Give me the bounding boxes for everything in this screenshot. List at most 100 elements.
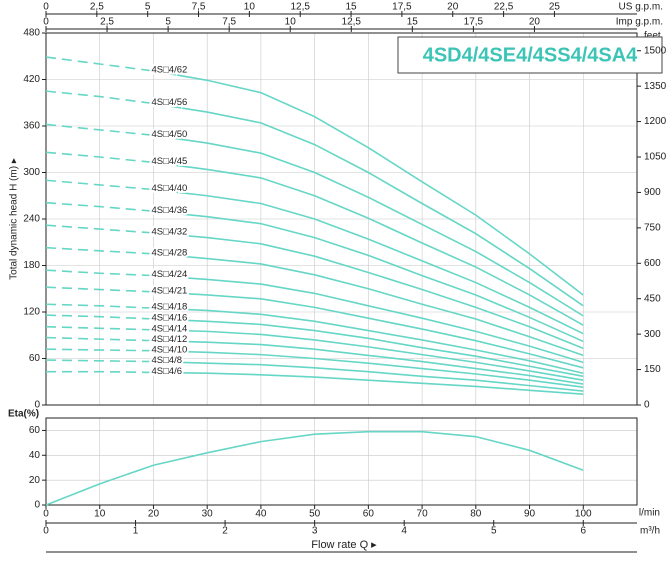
y-tick-label: 40 — [29, 450, 41, 461]
curve — [153, 291, 584, 369]
y2-tick-label: 600 — [644, 258, 661, 269]
x-tick-label: 70 — [417, 509, 429, 520]
x-tick-label: 60 — [363, 509, 375, 520]
series-label: 4S□4/16 — [151, 312, 187, 323]
curve — [153, 161, 584, 326]
curve — [153, 371, 584, 395]
curve — [153, 70, 584, 296]
series-label: 4S□4/40 — [151, 183, 187, 194]
x-tick-label: 100 — [575, 509, 592, 520]
y-tick-label: 120 — [23, 307, 40, 318]
curve — [153, 188, 584, 335]
top-tick-label: 15 — [345, 2, 357, 13]
y-tick-label: 60 — [29, 425, 41, 436]
y-tick-label: 0 — [34, 400, 40, 411]
x-axis-title: Flow rate Q ▸ — [311, 539, 377, 551]
top-tick-label: 22,5 — [494, 2, 514, 13]
y-tick-label: 240 — [23, 214, 40, 225]
top-tick-label: 5 — [165, 17, 171, 28]
curve-dashed — [45, 246, 154, 255]
y2-tick-label: 1350 — [644, 81, 667, 92]
top-tick-label: 17,5 — [464, 17, 484, 28]
series-label: 4S□4/50 — [151, 129, 187, 140]
x-tick-label: 10 — [94, 509, 106, 520]
y-tick-label: 300 — [23, 167, 40, 178]
us-unit: US g.p.m. — [619, 2, 663, 13]
curve-dashed — [45, 201, 154, 213]
y2-tick-label: 1050 — [644, 152, 667, 163]
y2-tick-label: 450 — [644, 293, 661, 304]
series-label: 4S□4/21 — [151, 285, 187, 296]
series-label: 4S□4/14 — [151, 323, 187, 334]
top-tick-label: 25 — [549, 2, 561, 13]
curve — [153, 232, 584, 350]
curve-dashed — [45, 348, 154, 352]
y-tick-label: 180 — [23, 260, 40, 271]
curve — [153, 360, 584, 392]
chart-title: 4SD4/4SE4/4SS4/4SA4 — [423, 44, 638, 66]
curve-dashed — [45, 151, 154, 164]
series-label: 4S□4/24 — [151, 269, 187, 280]
eta-curve — [45, 430, 584, 506]
curve — [153, 349, 584, 388]
series-label: 4S□4/62 — [151, 64, 187, 75]
x-tick-label: 80 — [470, 509, 482, 520]
top-tick-label: 2,5 — [100, 17, 114, 28]
curve-dashed — [45, 56, 154, 72]
y-tick-label: 420 — [23, 74, 40, 85]
curve — [153, 210, 584, 343]
series-label: 4S□4/8 — [151, 355, 182, 366]
curve-dashed — [45, 325, 154, 331]
y-axis-label: Total dynamic head H (m) ▸ — [9, 158, 20, 280]
y-tick-label: 60 — [29, 353, 41, 364]
y2-tick-label: 150 — [644, 364, 661, 375]
y-tick-label: 20 — [29, 475, 41, 486]
m3h-tick-label: 4 — [401, 526, 407, 537]
m3h-tick-label: 0 — [43, 526, 49, 537]
x-tick-label: 50 — [309, 509, 321, 520]
y-tick-label: 0 — [34, 500, 40, 511]
series-label: 4S□4/28 — [151, 247, 187, 258]
series-label: 4S□4/18 — [151, 302, 187, 313]
m3h-tick-label: 6 — [580, 526, 586, 537]
series-label: 4S□4/32 — [151, 226, 187, 237]
curve — [153, 274, 584, 364]
x-tick-label: 30 — [202, 509, 214, 520]
series-label: 4S□4/56 — [151, 97, 187, 108]
curve-dashed — [45, 336, 154, 342]
top-tick-label: 0 — [43, 2, 49, 13]
top-tick-label: 10 — [285, 17, 297, 28]
eta-plot-frame — [45, 417, 638, 506]
curve — [153, 329, 584, 381]
x-tick-label: 0 — [43, 509, 49, 520]
m3h-tick-label: 2 — [222, 526, 228, 537]
curve — [153, 134, 584, 317]
curve-dashed — [45, 123, 154, 137]
y2-axis-label: feet — [644, 31, 661, 42]
curve-dashed — [45, 179, 154, 191]
curve — [153, 307, 584, 375]
top-tick-label: 20 — [447, 2, 459, 13]
series-label: 4S□4/45 — [151, 156, 187, 167]
curve — [153, 318, 584, 378]
top-tick-label: 7,5 — [222, 17, 236, 28]
x-unit: l/min — [639, 508, 660, 519]
curve-dashed — [45, 303, 154, 309]
m3h-unit: m³/h — [640, 526, 660, 537]
top-tick-label: 12,5 — [290, 2, 310, 13]
top-tick-label: 7,5 — [192, 2, 206, 13]
curve-dashed — [45, 286, 154, 293]
m3h-tick-label: 3 — [312, 526, 318, 537]
x-tick-label: 40 — [255, 509, 267, 520]
top-tick-label: 0 — [43, 17, 49, 28]
y2-tick-label: 750 — [644, 222, 661, 233]
top-tick-label: 12,5 — [342, 17, 362, 28]
curve-dashed — [45, 359, 154, 363]
y2-tick-label: 1200 — [644, 116, 667, 127]
curve — [153, 253, 584, 357]
top-tick-label: 10 — [244, 2, 256, 13]
y-tick-label: 360 — [23, 121, 40, 132]
curve-dashed — [45, 269, 154, 277]
series-label: 4S□4/10 — [151, 344, 187, 355]
